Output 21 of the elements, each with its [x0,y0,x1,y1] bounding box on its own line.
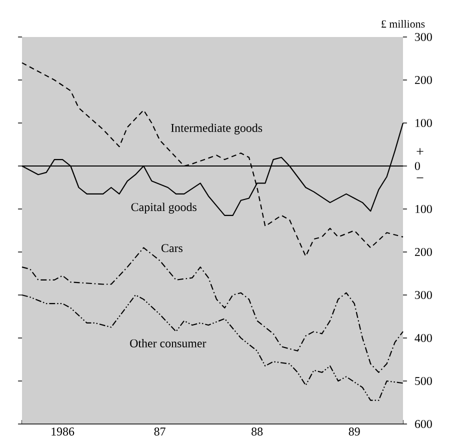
series-label: Cars [161,244,182,252]
y-tick-label: 300 [415,32,432,42]
y-tick-label: 0 [414,162,420,170]
x-tick-label: 87 [154,428,166,436]
y-tick-label: 400 [414,334,432,342]
y-tick-label: 300 [415,290,432,300]
x-tick-label: 88 [252,428,263,436]
y-tick-label: 200 [414,76,432,84]
x-tick-label: 89 [348,428,360,436]
series-label: Other consumer [130,338,206,348]
text: + [416,148,424,155]
series-label: Intermediate goods [171,124,262,134]
y-tick-label: 200 [414,248,432,256]
series-label: Capital goods [131,202,196,214]
x-tick-label: 1986 [52,428,74,436]
y-tick-label: 100 [416,118,432,128]
y-tick-label: 600 [414,420,432,428]
y-axis-title: £ millions [382,20,425,28]
y-tick-label: 500 [415,376,432,386]
y-tick-label: 100 [416,204,432,214]
text: − [416,177,424,178]
